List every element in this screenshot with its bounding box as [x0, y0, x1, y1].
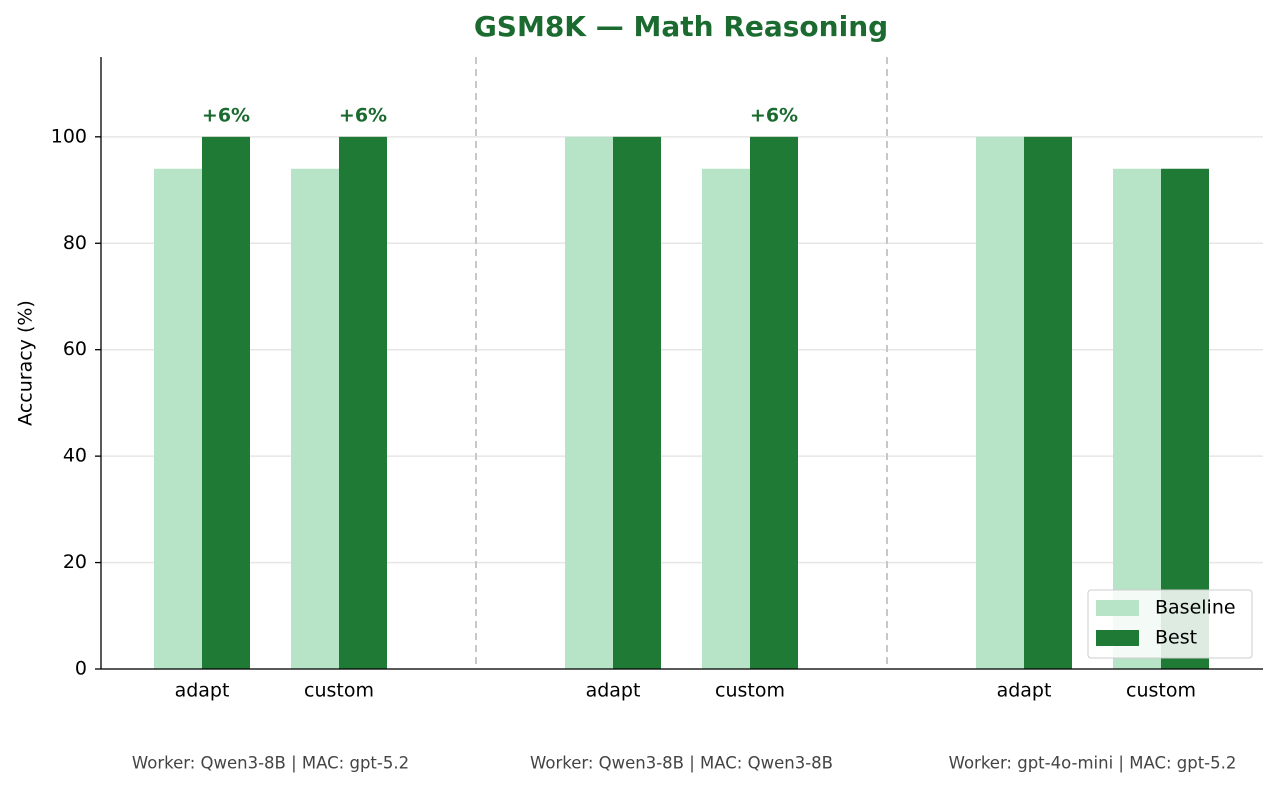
bar — [291, 168, 339, 669]
x-tick-label: custom — [304, 680, 374, 702]
group-label: Worker: Qwen3-8B | MAC: gpt-5.2 — [132, 754, 409, 773]
bar — [613, 136, 661, 670]
bar — [154, 168, 202, 669]
legend-swatch — [1096, 630, 1139, 646]
legend-swatch — [1096, 600, 1139, 616]
x-tick-label: custom — [1126, 680, 1196, 702]
y-tick-label: 80 — [63, 232, 87, 254]
y-axis-label: Accuracy (%) — [15, 300, 37, 426]
bar — [1024, 136, 1072, 670]
x-tick-label: adapt — [175, 680, 230, 702]
x-tick-label: adapt — [586, 680, 641, 702]
bar — [1113, 168, 1161, 669]
bar — [750, 136, 798, 670]
group-label: Worker: Qwen3-8B | MAC: Qwen3-8B — [530, 754, 833, 773]
bar-annotation: +6% — [750, 104, 798, 126]
y-tick-label: 100 — [51, 125, 87, 147]
y-tick-label: 60 — [63, 338, 87, 360]
y-tick-label: 20 — [63, 551, 87, 573]
x-tick-label: adapt — [997, 680, 1052, 702]
bar — [339, 136, 387, 670]
bar — [976, 136, 1024, 670]
group-label: Worker: gpt-4o-mini | MAC: gpt-5.2 — [949, 754, 1237, 773]
bar-annotation: +6% — [339, 104, 387, 126]
x-tick-label: custom — [715, 680, 785, 702]
bar — [1161, 168, 1209, 669]
bar — [565, 136, 613, 670]
chart-title: GSM8K — Math Reasoning — [474, 10, 888, 43]
bar — [202, 136, 250, 670]
y-tick-label: 0 — [75, 658, 87, 680]
y-tick-label: 40 — [63, 445, 87, 467]
bar-annotation: +6% — [202, 104, 250, 126]
legend-label: Best — [1155, 627, 1197, 649]
bar — [702, 168, 750, 669]
legend-label: Baseline — [1155, 597, 1236, 619]
